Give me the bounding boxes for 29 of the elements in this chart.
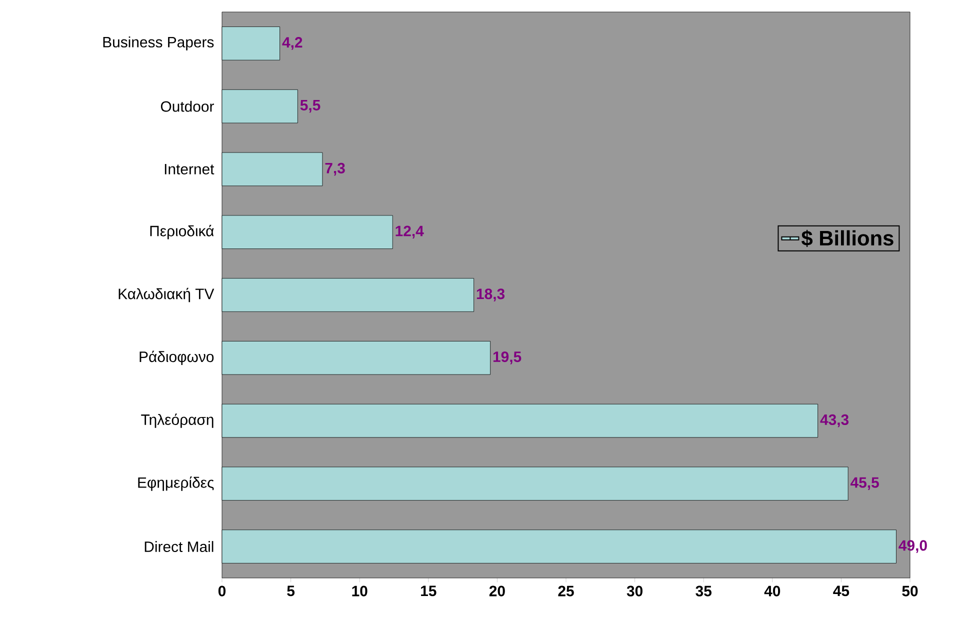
data-label: 43,3 <box>820 414 849 428</box>
data-label: 19,5 <box>493 351 522 364</box>
legend-label: $ Billions <box>801 230 894 247</box>
y-tick-label: Περιοδικά <box>150 224 214 240</box>
x-tick-label: 50 <box>902 586 918 596</box>
data-label: 45,5 <box>850 477 879 490</box>
y-tick-label: Τηλεόραση <box>141 414 214 428</box>
data-label: 4,2 <box>282 37 302 50</box>
y-tick-label: Εφημερίδες <box>138 476 214 491</box>
data-label: 18,3 <box>476 288 505 302</box>
x-tick-label: 15 <box>421 586 436 596</box>
y-tick-label: Καλωδιακή TV <box>118 288 214 302</box>
y-tick-label: Ράδιοφωνο <box>140 350 214 366</box>
x-tick-label: 0 <box>218 586 226 596</box>
x-tick-label: 20 <box>489 586 505 596</box>
x-tick-label: 10 <box>352 586 368 596</box>
x-tick-label: 5 <box>287 586 295 596</box>
data-label: 5,5 <box>300 100 320 113</box>
y-tick-label: Outdoor <box>160 100 214 112</box>
x-tick-label: 25 <box>558 586 574 596</box>
y-tick-label: Direct Mail <box>144 541 214 552</box>
y-tick-label: Internet <box>164 164 214 174</box>
data-label: 12,4 <box>396 226 424 238</box>
x-tick-label: 35 <box>696 586 712 596</box>
data-label: 7,3 <box>325 162 345 176</box>
y-tick-label: Business Papers <box>103 36 214 50</box>
x-tick-label: 40 <box>764 586 780 596</box>
x-tick-label: 45 <box>833 586 850 596</box>
x-tick-label: 30 <box>626 586 642 596</box>
